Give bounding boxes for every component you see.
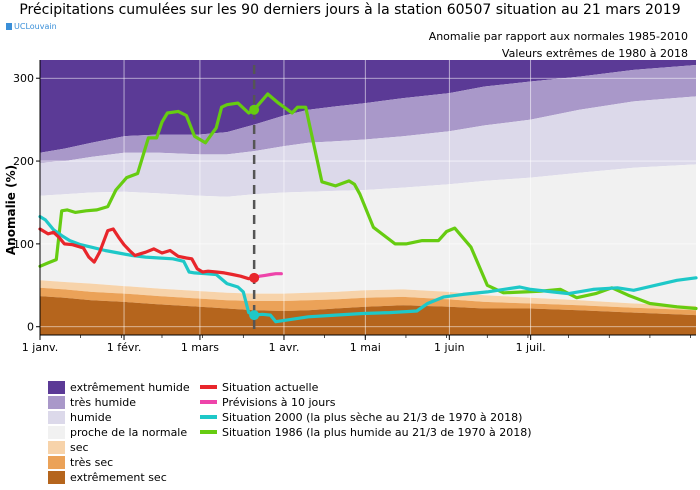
legend-label: extrêmement humide bbox=[70, 381, 190, 394]
band-extreme-humide bbox=[40, 60, 696, 153]
logo-text: UCLouvain bbox=[14, 22, 57, 31]
x-tick-label: 1 févr. bbox=[107, 341, 142, 354]
x-tick-label: 1 mars bbox=[181, 341, 219, 354]
x-tick-label: 1 juil. bbox=[516, 341, 546, 354]
y-tick-label: 200 bbox=[13, 155, 34, 168]
legend-label: Situation 2000 (la plus sèche au 21/3 de… bbox=[222, 411, 523, 424]
legend-swatch bbox=[48, 381, 65, 394]
legend-line-swatch bbox=[200, 400, 217, 404]
chart-axes: 0 100 200 300 1 janv. 1 févr. 1 mars 1 avr. 1 ma… bbox=[13, 60, 696, 354]
legend-label: humide bbox=[70, 411, 112, 424]
band-tres-humide bbox=[40, 65, 696, 163]
marker-s1986 bbox=[249, 104, 260, 115]
legend-label: Situation actuelle bbox=[222, 381, 319, 394]
x-tick-label: 1 avr. bbox=[269, 341, 300, 354]
legend-line-swatch bbox=[200, 385, 217, 389]
legend-swatch bbox=[48, 441, 65, 454]
legend-label: sec bbox=[70, 441, 89, 454]
legend-line-swatch bbox=[200, 415, 217, 419]
x-tick-label: 1 janv. bbox=[22, 341, 58, 354]
y-axis-label: Anomalie (%) bbox=[4, 165, 18, 255]
chart-title: Précipitations cumulées sur les 90 derni… bbox=[19, 2, 681, 18]
legend-swatch bbox=[48, 411, 65, 424]
precipitation-anomaly-chart: 0 100 200 300 1 janv. 1 févr. 1 mars 1 avr. 1 ma… bbox=[4, 60, 698, 354]
marker-s2000 bbox=[249, 310, 260, 321]
series-line-actuelle bbox=[38, 227, 256, 281]
y-tick-label: 100 bbox=[13, 238, 34, 251]
logo-icon bbox=[6, 23, 12, 30]
x-tick-label: 1 mai bbox=[350, 341, 381, 354]
band-extreme-sec bbox=[40, 296, 696, 335]
uclouvain-logo: UCLouvain bbox=[6, 22, 57, 31]
legend-label: très sec bbox=[70, 456, 114, 469]
band-sec bbox=[40, 280, 696, 311]
legend-swatch bbox=[48, 456, 65, 469]
y-tick-label: 300 bbox=[13, 72, 34, 85]
chart-series bbox=[38, 92, 698, 324]
legend-swatch bbox=[48, 396, 65, 409]
legend-label: extrêmement sec bbox=[70, 471, 167, 484]
legend-line-swatch bbox=[200, 430, 217, 434]
legend-swatch bbox=[48, 471, 65, 484]
chart-subtitle-normales: Anomalie par rapport aux normales 1985-2… bbox=[428, 30, 688, 43]
legend-label: proche de la normale bbox=[70, 426, 188, 439]
chart-subtitle-extremes: Valeurs extrêmes de 1980 à 2018 bbox=[501, 47, 688, 60]
legend-label: Situation 1986 (la plus humide au 21/3 d… bbox=[222, 426, 532, 439]
legend-label: très humide bbox=[70, 396, 137, 409]
legend-swatch bbox=[48, 426, 65, 439]
x-tick-label: 1 juin bbox=[434, 341, 465, 354]
band-tres-sec bbox=[40, 287, 696, 316]
marker-actuelle bbox=[249, 272, 260, 283]
y-tick-label: 0 bbox=[27, 321, 34, 334]
series-line-s2000 bbox=[38, 215, 698, 324]
series-line-s1986 bbox=[38, 92, 698, 311]
band-humide bbox=[40, 96, 696, 197]
legend-label: Prévisions à 10 jours bbox=[222, 396, 336, 409]
